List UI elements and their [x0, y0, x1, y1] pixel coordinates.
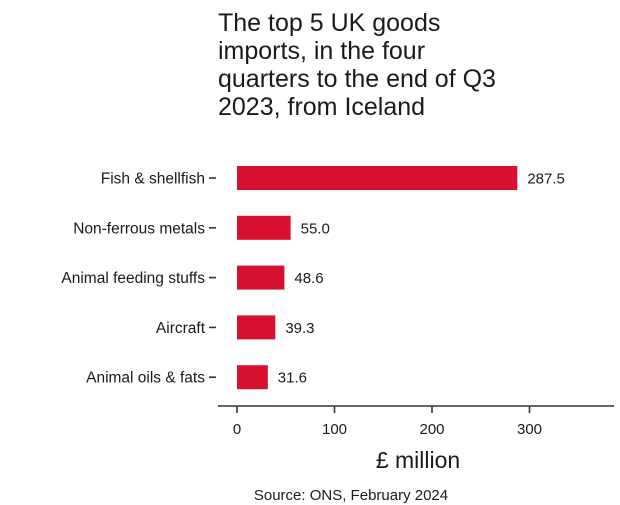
x-ticks: 0 100 200 300 [233, 406, 542, 438]
x-tick-label: 200 [419, 421, 444, 438]
category-label: Non-ferrous metals [73, 220, 205, 237]
bar [237, 365, 268, 390]
chart-title-line: imports, in the four [218, 37, 425, 65]
chart-title-line: The top 5 UK goods [218, 9, 440, 37]
category-label: Animal oils & fats [86, 370, 205, 387]
value-label: 31.6 [278, 370, 307, 387]
bar [237, 265, 285, 290]
bars [237, 166, 518, 390]
chart-title-line: quarters to the end of Q3 [218, 65, 496, 93]
value-labels: 287.5 55.0 48.6 39.3 31.6 [278, 171, 565, 387]
category-label: Aircraft [156, 320, 206, 337]
x-tick-label: 100 [322, 421, 347, 438]
category-label: Animal feeding stuffs [61, 270, 205, 287]
bar [237, 315, 276, 340]
source-note: Source: ONS, February 2024 [254, 487, 448, 504]
category-labels: Fish & shellfish Non-ferrous metals Animal… [61, 171, 216, 387]
value-label: 48.6 [294, 270, 323, 287]
bar [237, 215, 291, 240]
bar [237, 166, 518, 190]
chart-title-line: 2023, from Iceland [218, 93, 425, 121]
x-tick-label: 0 [233, 421, 241, 438]
value-label: 39.3 [285, 320, 314, 337]
value-label: 55.0 [301, 220, 330, 237]
category-label: Fish & shellfish [101, 171, 205, 188]
x-tick-label: 300 [517, 421, 542, 438]
value-label: 287.5 [527, 171, 565, 188]
x-axis-title: £ million [376, 447, 460, 473]
